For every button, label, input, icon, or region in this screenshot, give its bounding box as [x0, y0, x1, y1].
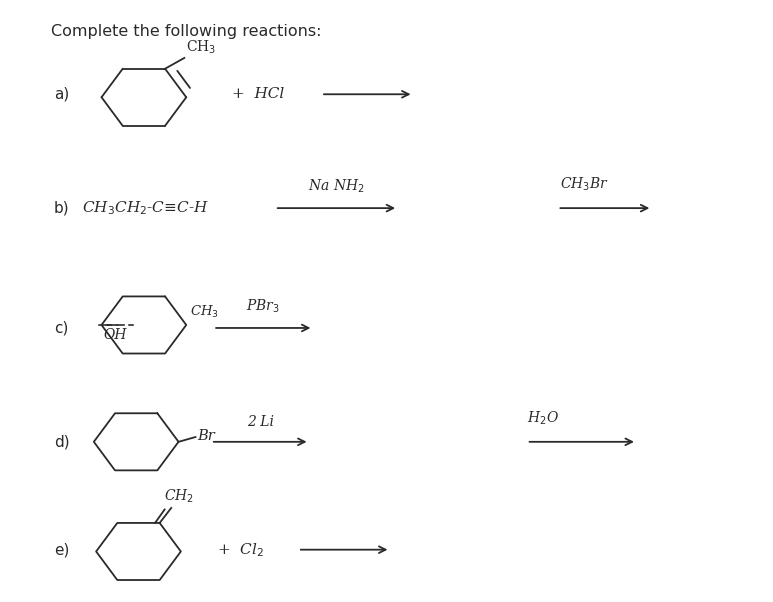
Text: Br: Br [197, 429, 215, 443]
Text: a): a) [54, 87, 69, 102]
Text: b): b) [54, 200, 70, 216]
Text: +  Cl$_2$: + Cl$_2$ [217, 541, 264, 559]
Text: CH$_3$: CH$_3$ [186, 39, 216, 56]
Text: H$_2$O: H$_2$O [526, 409, 559, 427]
Text: CH$_3$CH$_2$-C≡C-H: CH$_3$CH$_2$-C≡C-H [82, 199, 209, 217]
Text: CH$_3$: CH$_3$ [190, 304, 219, 320]
Text: e): e) [54, 542, 69, 557]
Text: c): c) [54, 320, 68, 335]
Text: d): d) [54, 434, 70, 449]
Text: CH$_3$Br: CH$_3$Br [560, 176, 609, 193]
Text: OH: OH [103, 328, 127, 342]
Text: 2 Li: 2 Li [247, 415, 274, 429]
Text: Na NH$_2$: Na NH$_2$ [308, 178, 365, 195]
Text: CH$_2$: CH$_2$ [164, 488, 193, 505]
Text: +  HCl: + HCl [233, 87, 284, 101]
Text: Complete the following reactions:: Complete the following reactions: [52, 24, 322, 39]
Text: PBr$_3$: PBr$_3$ [247, 297, 281, 315]
